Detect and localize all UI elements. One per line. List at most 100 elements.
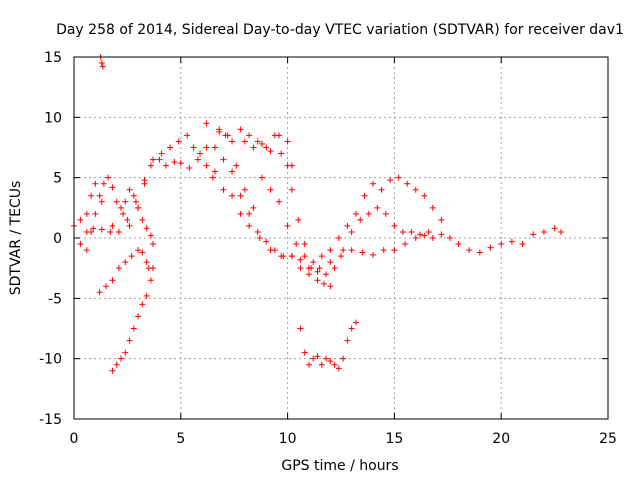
- data-point: [295, 216, 302, 223]
- series-track-a: [71, 156, 565, 278]
- data-point: [156, 156, 163, 163]
- x-axis-label: GPS time / hours: [281, 458, 398, 474]
- data-point: [117, 204, 124, 211]
- data-point: [327, 247, 334, 254]
- data-point: [258, 174, 265, 181]
- data-point: [402, 241, 409, 248]
- data-point: [237, 126, 244, 133]
- data-point: [126, 337, 133, 344]
- data-point: [100, 180, 107, 187]
- data-point: [338, 253, 344, 260]
- data-point: [284, 222, 291, 229]
- data-point: [335, 235, 342, 241]
- data-point: [395, 174, 402, 181]
- data-point: [421, 192, 428, 199]
- data-point: [229, 192, 236, 199]
- y-tick-label: -15: [39, 412, 62, 428]
- data-point: [229, 168, 236, 175]
- series-track-g: [109, 265, 157, 374]
- data-point: [558, 228, 565, 235]
- data-point: [186, 165, 193, 172]
- series-track-h: [297, 319, 359, 372]
- data-point: [77, 241, 84, 248]
- data-point: [88, 228, 95, 235]
- data-point: [446, 235, 453, 241]
- data-point: [113, 198, 120, 205]
- data-point: [387, 177, 394, 184]
- data-point: [184, 132, 191, 139]
- data-point: [220, 156, 227, 163]
- data-point: [331, 361, 338, 368]
- data-point: [438, 231, 445, 238]
- data-point: [141, 177, 148, 184]
- data-point: [256, 235, 263, 241]
- data-point: [288, 162, 295, 169]
- data-point: [305, 361, 312, 368]
- data-point: [280, 253, 287, 260]
- data-point: [314, 353, 321, 360]
- data-point: [128, 253, 135, 260]
- data-point: [237, 192, 244, 199]
- data-point: [139, 301, 146, 308]
- data-point: [229, 138, 236, 145]
- data-point: [209, 174, 216, 181]
- data-point: [297, 325, 304, 332]
- data-point: [305, 265, 312, 272]
- data-point: [327, 283, 334, 290]
- data-point: [250, 144, 257, 151]
- data-point: [147, 232, 154, 239]
- data-point: [139, 216, 146, 223]
- data-point: [132, 198, 139, 205]
- data-point: [130, 325, 137, 332]
- y-tick-label: -10: [39, 352, 62, 368]
- data-point: [246, 222, 253, 229]
- data-point: [276, 198, 283, 205]
- data-point: [216, 128, 223, 135]
- data-point: [361, 192, 368, 199]
- data-point: [96, 289, 103, 296]
- data-point: [370, 251, 377, 258]
- data-point: [263, 144, 270, 151]
- y-axis-label: SDTVAR / TECUs: [8, 181, 24, 296]
- data-point: [113, 361, 120, 368]
- data-point: [382, 210, 389, 217]
- data-point: [211, 144, 218, 151]
- data-point: [417, 231, 424, 238]
- data-point: [318, 253, 325, 260]
- series-track-i: [97, 54, 106, 70]
- data-point: [399, 228, 406, 235]
- data-point: [109, 222, 116, 229]
- data-point: [404, 180, 411, 187]
- data-point: [348, 325, 355, 332]
- y-tick-label: 15: [44, 50, 62, 66]
- data-point: [237, 210, 244, 217]
- series-track-b: [77, 126, 334, 290]
- data-point: [203, 144, 210, 151]
- data-point: [177, 160, 184, 167]
- data-point: [135, 313, 142, 320]
- data-point: [421, 232, 428, 239]
- data-point: [323, 355, 330, 362]
- data-point: [250, 204, 257, 211]
- x-tick-label: 5: [176, 431, 185, 447]
- data-point: [305, 271, 312, 278]
- data-point: [391, 247, 398, 254]
- data-point: [98, 198, 105, 205]
- data-point: [194, 156, 201, 163]
- data-point: [331, 265, 338, 272]
- data-point: [288, 186, 295, 193]
- x-tick-label: 20: [492, 431, 510, 447]
- data-point: [301, 241, 308, 248]
- series-track-e: [83, 174, 157, 254]
- data-point: [150, 241, 157, 248]
- data-point: [83, 210, 90, 217]
- series-track-f: [96, 247, 152, 296]
- chart-title: Day 258 of 2014, Sidereal Day-to-day VTE…: [56, 22, 624, 38]
- data-point: [158, 150, 165, 157]
- data-point: [126, 222, 133, 229]
- data-point: [278, 150, 285, 157]
- data-point: [365, 210, 372, 217]
- data-point: [203, 162, 210, 169]
- data-point: [408, 228, 415, 235]
- data-point: [139, 249, 146, 256]
